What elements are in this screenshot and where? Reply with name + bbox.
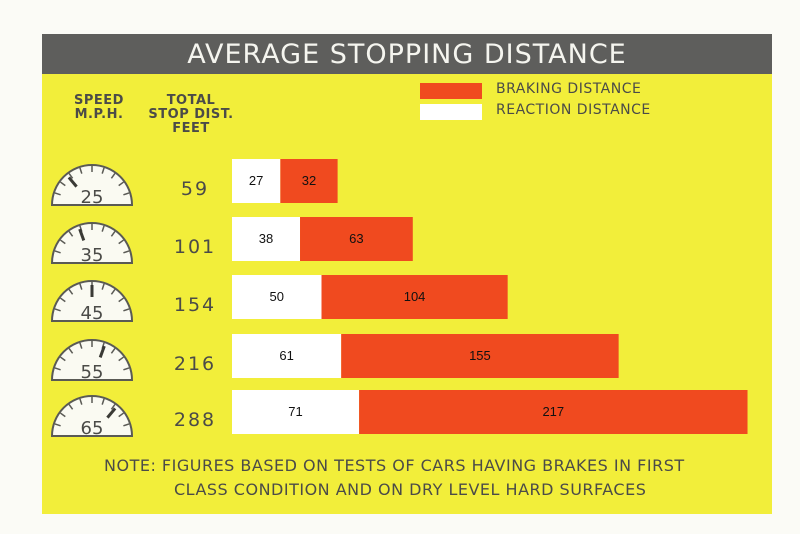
chart-title: AVERAGE STOPPING DISTANCE (42, 34, 772, 74)
gauge-tick (123, 423, 130, 427)
reaction-distance-label: 61 (279, 348, 293, 363)
gauge-tick (118, 239, 124, 245)
speed-label: 55 (81, 362, 104, 383)
reaction-distance-label: 50 (270, 289, 284, 304)
braking-distance-bar (300, 217, 413, 261)
reaction-distance-label: 71 (288, 404, 302, 419)
total-header-line1: TOTAL (166, 93, 216, 108)
total-header: TOTAL STOP DIST. FEET (146, 94, 236, 136)
gauge-tick (68, 173, 74, 179)
total-header-line2: STOP DIST. (148, 107, 234, 122)
note-line-2: CLASS CONDITION AND ON DRY LEVEL HARD SU… (174, 480, 647, 499)
speed-header-line2: M.P.H. (74, 107, 124, 122)
speed-label: 65 (81, 418, 104, 439)
gauge-tick (60, 412, 66, 418)
braking-distance-label: 32 (302, 173, 316, 188)
gauge-tick (54, 423, 61, 427)
reaction-distance-bar (232, 275, 322, 319)
legend-label-reaction: REACTION DISTANCE (496, 102, 651, 118)
gauge-tick (54, 192, 61, 196)
braking-distance-label: 155 (469, 348, 491, 363)
gauge-tick (118, 356, 124, 362)
gauge-needle (98, 345, 106, 358)
speed-label: 25 (81, 187, 104, 208)
gauge-tick (54, 308, 61, 312)
gauge-tick (79, 167, 83, 174)
braking-distance-bar (341, 334, 619, 378)
speed-header-line1: SPEED (74, 93, 124, 108)
gauge-tick (79, 342, 83, 349)
reaction-distance-bar (232, 217, 301, 261)
gauge-tick (110, 289, 116, 295)
speedometer-icon (50, 164, 134, 206)
gauge-tick (110, 404, 116, 410)
braking-distance-label: 63 (349, 231, 363, 246)
gauge-needle (67, 176, 78, 188)
gauge-tick (123, 367, 130, 371)
speedometer-icon (50, 395, 134, 437)
gauge-tick (60, 239, 66, 245)
gauge-tick (110, 348, 116, 354)
braking-distance-label: 104 (404, 289, 426, 304)
page-margin (0, 30, 14, 510)
gauge-tick (79, 283, 83, 290)
gauge-tick (118, 181, 124, 187)
total-header-line3: FEET (172, 121, 210, 136)
reaction-distance-bar (232, 159, 281, 203)
gauge-tick (68, 348, 74, 354)
total-stop-distance: 101 (174, 236, 216, 258)
braking-distance-bar (321, 275, 508, 319)
gauge-tick (123, 192, 130, 196)
gauge-tick (123, 250, 130, 254)
braking-distance-bar (359, 390, 748, 434)
reaction-distance-label: 38 (259, 231, 273, 246)
gauge-tick (68, 231, 74, 237)
speed-label: 45 (81, 303, 104, 324)
gauge-tick (60, 356, 66, 362)
reaction-distance-bar (232, 390, 360, 434)
speed-header: SPEED M.P.H. (64, 94, 134, 122)
legend-swatch-reaction (420, 104, 482, 120)
gauge-tick (54, 250, 61, 254)
gauge-tick (110, 231, 116, 237)
gauge-tick (101, 225, 105, 232)
total-stop-distance: 288 (174, 409, 216, 431)
gauge-needle (78, 228, 86, 241)
total-stop-distance: 59 (181, 178, 209, 200)
gauge-tick (60, 297, 66, 303)
gauge-tick (79, 398, 83, 405)
reaction-distance-bar (232, 334, 342, 378)
speedometer-icon (50, 222, 134, 264)
legend-label-braking: BRAKING DISTANCE (496, 81, 642, 97)
gauge-tick (68, 289, 74, 295)
speedometer-icon (50, 339, 134, 381)
total-stop-distance: 216 (174, 353, 216, 375)
speed-label: 35 (81, 245, 104, 266)
braking-distance-bar (280, 159, 338, 203)
note-line-1: NOTE: FIGURES BASED ON TESTS OF CARS HAV… (104, 456, 685, 475)
gauge-tick (123, 308, 130, 312)
reaction-distance-label: 27 (249, 173, 263, 188)
gauge-needle (106, 407, 117, 419)
gauge-tick (101, 167, 105, 174)
chart-card: AVERAGE STOPPING DISTANCE SPEED M.P.H. T… (42, 34, 772, 514)
gauge-tick (118, 412, 124, 418)
gauge-tick (101, 398, 105, 405)
gauge-tick (60, 181, 66, 187)
speedometer-icon (50, 280, 134, 322)
legend-swatch-braking (420, 83, 482, 99)
gauge-tick (118, 297, 124, 303)
gauge-tick (110, 173, 116, 179)
stopping-distance-chart: 25 59 27 32 35 101 38 63 45 154 50 104 55 216 61 155 65 2… (50, 159, 748, 439)
total-stop-distance: 154 (174, 294, 216, 316)
braking-distance-label: 217 (542, 404, 564, 419)
gauge-tick (101, 283, 105, 290)
gauge-tick (54, 367, 61, 371)
gauge-tick (68, 404, 74, 410)
